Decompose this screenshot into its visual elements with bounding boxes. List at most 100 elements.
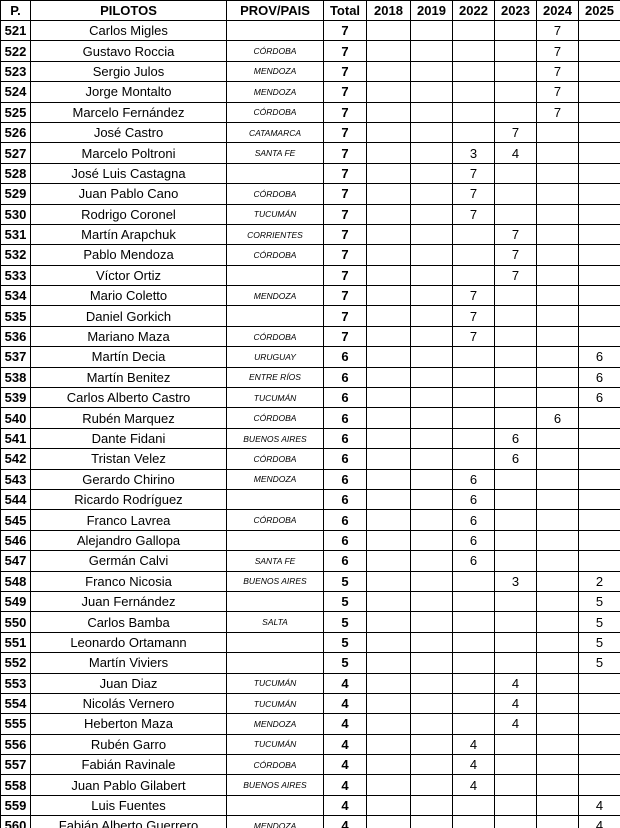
table-cell: Heberton Maza — [30, 713, 227, 735]
table-cell — [226, 794, 324, 817]
table-cell: 4 — [494, 142, 537, 164]
table-cell: Carlos Bamba — [30, 611, 227, 633]
table-cell: CÓRDOBA — [226, 407, 324, 429]
table-cell: Rodrigo Coronel — [30, 203, 227, 225]
table-cell — [578, 672, 620, 694]
table-row: 543 Gerardo Chirino MENDOZA 6 6 — [0, 468, 620, 490]
table-cell: 554 — [0, 692, 31, 715]
table-cell: 535 — [0, 305, 31, 327]
header-row: P. PILOTOS PROV/PAIS Total 2018 2019 2022 2023 2… — [0, 0, 620, 21]
table-cell — [494, 529, 537, 552]
table-cell — [366, 448, 411, 470]
table-cell — [494, 40, 537, 62]
table-cell: 526 — [0, 121, 31, 144]
table-cell — [452, 427, 495, 450]
table-cell: 7 — [323, 305, 367, 327]
table-cell: Martín Decia — [30, 346, 227, 368]
table-cell: 7 — [323, 203, 367, 225]
table-cell: Daniel Gorkich — [30, 305, 227, 327]
header-cell: 2022 — [452, 0, 495, 21]
table-cell: Jorge Montalto — [30, 81, 227, 103]
table-row: 544 Ricardo Rodríguez 6 6 — [0, 488, 620, 511]
table-cell — [452, 387, 495, 409]
table-cell — [366, 325, 411, 348]
table-cell — [494, 285, 537, 307]
table-cell — [410, 631, 453, 654]
table-cell — [452, 570, 495, 592]
table-cell: 523 — [0, 60, 31, 83]
table-cell: 555 — [0, 713, 31, 735]
table-cell: SANTA FE — [226, 550, 324, 572]
table-cell: Pablo Mendoza — [30, 244, 227, 266]
table-cell — [578, 40, 620, 62]
table-cell — [536, 570, 579, 592]
table-cell — [226, 652, 324, 674]
table-cell — [366, 285, 411, 307]
table-cell — [494, 550, 537, 572]
table-cell — [226, 488, 324, 511]
table-row: 539 Carlos Alberto Castro TUCUMÁN 6 6 — [0, 387, 620, 409]
table-cell — [452, 244, 495, 266]
table-cell — [410, 142, 453, 164]
table-cell: CATAMARCA — [226, 121, 324, 144]
table-cell: CÓRDOBA — [226, 509, 324, 531]
table-cell — [410, 692, 453, 715]
table-row: 536 Mariano Maza CÓRDOBA 7 7 — [0, 325, 620, 348]
table-cell: Tristan Velez — [30, 448, 227, 470]
table-cell — [410, 285, 453, 307]
table-cell — [578, 488, 620, 511]
table-cell — [536, 733, 579, 756]
header-cell: PILOTOS — [30, 0, 227, 21]
table-cell — [226, 264, 324, 287]
table-cell — [366, 244, 411, 266]
table-cell: 543 — [0, 468, 31, 490]
table-cell: 6 — [578, 366, 620, 389]
table-cell — [536, 203, 579, 225]
table-cell: Juan Diaz — [30, 672, 227, 694]
table-cell: 547 — [0, 550, 31, 572]
table-cell — [494, 325, 537, 348]
table-cell: 4 — [323, 794, 367, 817]
table-cell: 7 — [494, 244, 537, 266]
table-cell — [452, 692, 495, 715]
table-cell — [366, 366, 411, 389]
table-cell — [452, 81, 495, 103]
table-cell — [410, 733, 453, 756]
table-row: 550 Carlos Bamba SALTA 5 5 — [0, 611, 620, 633]
table-cell — [578, 121, 620, 144]
table-cell — [410, 325, 453, 348]
table-cell — [536, 488, 579, 511]
table-cell: 7 — [494, 264, 537, 287]
table-cell: Juan Pablo Gilabert — [30, 774, 227, 796]
table-cell: 7 — [536, 81, 579, 103]
table-cell — [366, 652, 411, 674]
table-cell — [366, 305, 411, 327]
table-cell — [578, 427, 620, 450]
table-cell: 537 — [0, 346, 31, 368]
table-cell — [494, 81, 537, 103]
table-cell — [226, 305, 324, 327]
table-cell: Alejandro Gallopa — [30, 529, 227, 552]
header-cell: 2024 — [536, 0, 579, 21]
table-cell — [410, 672, 453, 694]
table-cell: 6 — [494, 448, 537, 470]
table-cell — [452, 223, 495, 246]
table-cell — [536, 448, 579, 470]
table-cell — [578, 692, 620, 715]
table-cell — [366, 672, 411, 694]
table-cell: 5 — [323, 631, 367, 654]
table-cell — [536, 672, 579, 694]
table-cell — [494, 203, 537, 225]
table-cell: 540 — [0, 407, 31, 429]
table-cell — [494, 387, 537, 409]
table-cell — [578, 264, 620, 287]
table-cell: 6 — [323, 427, 367, 450]
table-cell: 5 — [578, 611, 620, 633]
table-cell: SANTA FE — [226, 142, 324, 164]
table-cell: TUCUMÁN — [226, 733, 324, 756]
table-row: 530 Rodrigo Coronel TUCUMÁN 7 7 — [0, 203, 620, 225]
table-cell: 531 — [0, 223, 31, 246]
table-cell — [410, 223, 453, 246]
table-cell: 539 — [0, 387, 31, 409]
